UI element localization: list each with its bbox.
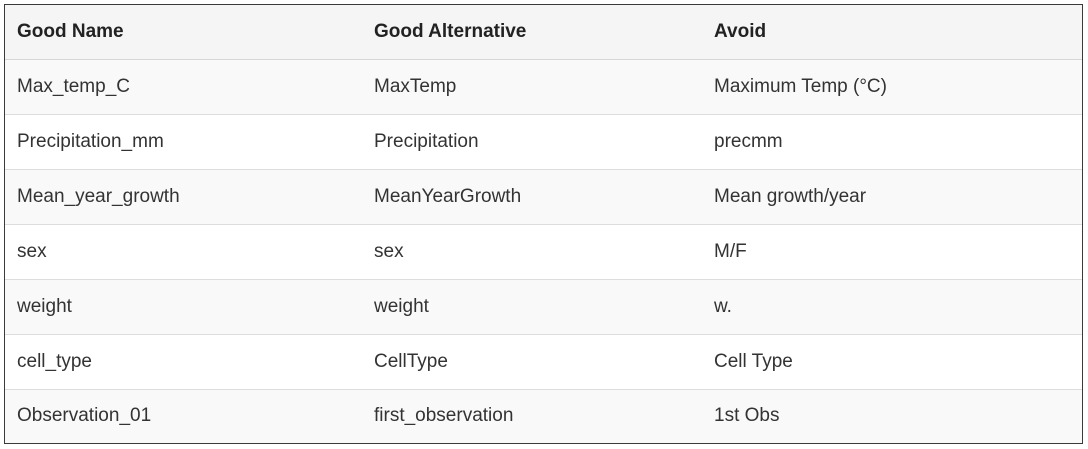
cell-avoid: M/F <box>702 223 1082 279</box>
cell-good-alternative: MaxTemp <box>362 58 702 114</box>
naming-conventions-table: Good Name Good Alternative Avoid Max_tem… <box>5 5 1082 443</box>
cell-avoid: w. <box>702 278 1082 334</box>
cell-avoid: Mean growth/year <box>702 168 1082 224</box>
cell-avoid: 1st Obs <box>702 388 1082 443</box>
cell-avoid: precmm <box>702 113 1082 169</box>
naming-table-container: Good Name Good Alternative Avoid Max_tem… <box>4 4 1083 444</box>
cell-good-name: cell_type <box>5 333 362 389</box>
cell-avoid: Cell Type <box>702 333 1082 389</box>
table-body: Max_temp_C MaxTemp Maximum Temp (°C) Pre… <box>5 58 1082 443</box>
cell-good-alternative: CellType <box>362 333 702 389</box>
cell-good-alternative: MeanYearGrowth <box>362 168 702 224</box>
header-good-alternative: Good Alternative <box>362 5 702 60</box>
cell-good-alternative: Precipitation <box>362 113 702 169</box>
table-row: Max_temp_C MaxTemp Maximum Temp (°C) <box>5 58 1082 114</box>
cell-good-alternative: first_observation <box>362 388 702 443</box>
table-row: weight weight w. <box>5 278 1082 334</box>
table-row: Mean_year_growth MeanYearGrowth Mean gro… <box>5 168 1082 224</box>
table-row: Precipitation_mm Precipitation precmm <box>5 113 1082 169</box>
cell-avoid: Maximum Temp (°C) <box>702 58 1082 114</box>
cell-good-alternative: weight <box>362 278 702 334</box>
cell-good-name: sex <box>5 223 362 279</box>
table-row: cell_type CellType Cell Type <box>5 333 1082 389</box>
table-header: Good Name Good Alternative Avoid <box>5 5 1082 60</box>
table-row: sex sex M/F <box>5 223 1082 279</box>
cell-good-name: Mean_year_growth <box>5 168 362 224</box>
header-good-name: Good Name <box>5 5 362 60</box>
cell-good-name: Observation_01 <box>5 388 362 443</box>
cell-good-alternative: sex <box>362 223 702 279</box>
header-row: Good Name Good Alternative Avoid <box>5 5 1082 60</box>
header-avoid: Avoid <box>702 5 1082 60</box>
cell-good-name: weight <box>5 278 362 334</box>
cell-good-name: Precipitation_mm <box>5 113 362 169</box>
table-row: Observation_01 first_observation 1st Obs <box>5 388 1082 443</box>
cell-good-name: Max_temp_C <box>5 58 362 114</box>
